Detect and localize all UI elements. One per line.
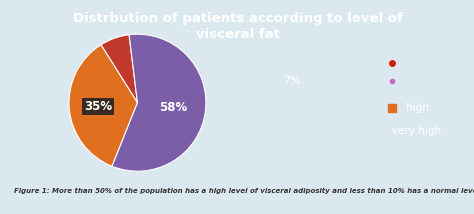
Text: 7%: 7%	[283, 76, 301, 86]
Wedge shape	[112, 34, 206, 171]
Text: very high: very high	[392, 126, 441, 136]
Text: Figure 1: More than 50% of the population has a high level of visceral adiposity: Figure 1: More than 50% of the populatio…	[14, 188, 474, 195]
Wedge shape	[101, 35, 137, 103]
Text: Distrbution of patients according to level of
visceral fat: Distrbution of patients according to lev…	[73, 12, 403, 41]
Text: high: high	[406, 103, 428, 113]
Text: 58%: 58%	[159, 101, 187, 114]
Wedge shape	[69, 45, 137, 166]
Text: 35%: 35%	[84, 100, 112, 113]
